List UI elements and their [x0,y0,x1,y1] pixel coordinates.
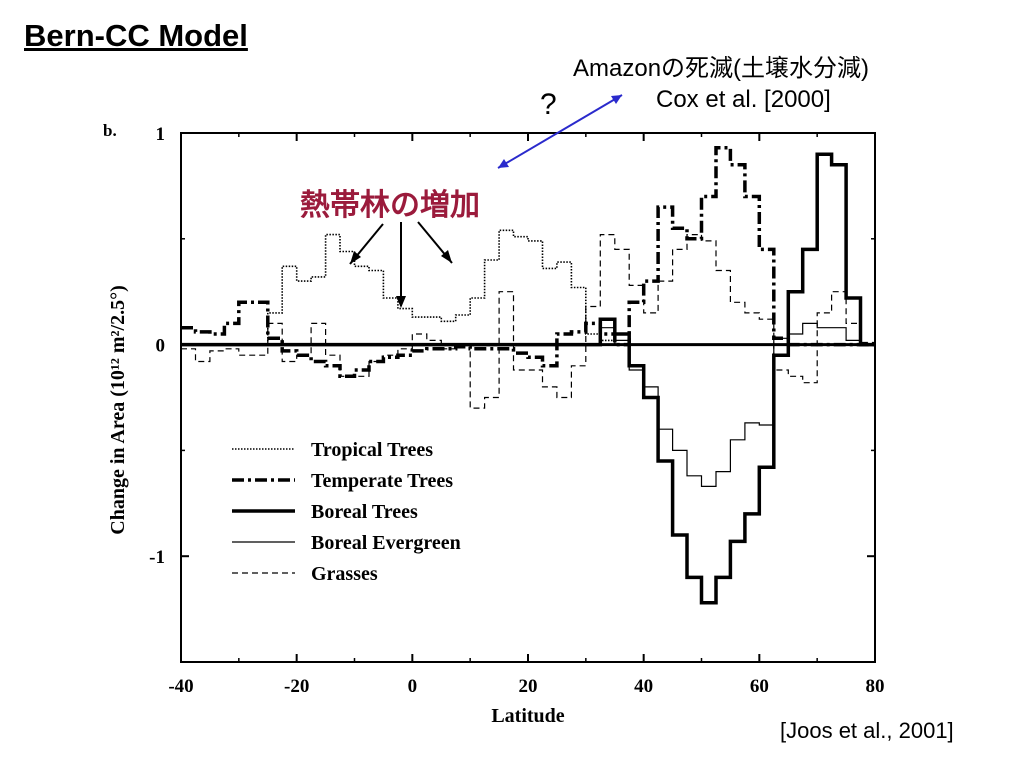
x-tick-label: -40 [168,676,193,697]
legend-label: Temperate Trees [311,470,453,492]
cox-reference: Cox et al. [2000] [656,86,831,113]
blue-arrow-line [497,94,623,169]
black-arrowhead-middle [396,296,406,308]
legend-label: Boreal Evergreen [311,532,461,554]
tropical-forest-increase-note: 熱帯林の増加 [300,189,480,222]
x-tick-label: 80 [866,676,885,697]
legend-label: Tropical Trees [311,439,433,461]
series-boreal-evergreen [181,322,875,487]
legend-label: Grasses [311,563,378,585]
y-axis-label: Change in Area (10¹² m²/2.5°) [107,285,129,535]
x-axis-label: Latitude [491,705,564,727]
y-tick-label: -1 [149,547,165,568]
series-grasses [181,234,875,409]
y-tick-label: 0 [156,336,166,357]
annotation-arrows [349,94,623,308]
x-tick-label: 0 [408,676,418,697]
blue-arrowhead-end [611,95,622,104]
amazon-dieback-note: Amazonの死滅(土壌水分減) [573,55,870,82]
legend: Tropical Trees Temperate Trees Boreal Tree… [232,439,461,585]
black-arrowhead-right [441,250,452,263]
black-arrowhead-left [350,251,361,264]
slide-title: Bern-CC Model [24,18,248,53]
blue-arrowhead-start [498,159,509,168]
x-tick-label: 60 [750,676,769,697]
series-temperate-trees [181,146,875,379]
x-tick-label: 40 [634,676,653,697]
x-tick-label: -20 [284,676,309,697]
plot-frame [180,132,876,663]
legend-label: Boreal Trees [311,501,418,523]
citation: [Joos et al., 2001] [780,718,954,743]
x-tick-label: 20 [519,676,538,697]
question-mark: ? [540,88,557,121]
panel-label: b. [103,121,117,140]
series-tropical-trees [181,229,875,346]
y-tick-label: 1 [156,124,166,145]
series-boreal-trees [181,152,875,605]
